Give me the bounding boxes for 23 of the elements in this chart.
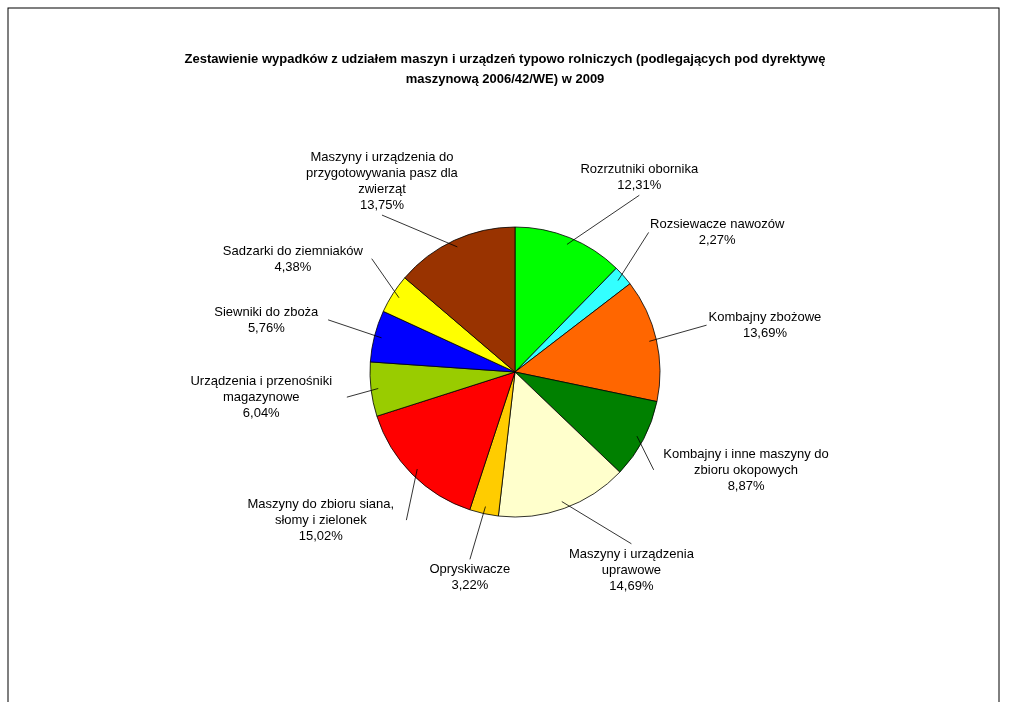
slice-label: Kombajny i inne maszyny do zbioru okopowych bbox=[663, 445, 829, 477]
data-label: 8,87% bbox=[727, 477, 765, 493]
data-label: 13,75% bbox=[359, 197, 405, 213]
slice-label: Rozsiewacze nawozów bbox=[650, 216, 786, 232]
data-label: 2,27% bbox=[698, 232, 737, 248]
data-label: 4,38% bbox=[274, 258, 312, 274]
data-label: 14,69% bbox=[609, 577, 654, 593]
slice-label: Rozrzutniki obornika bbox=[580, 161, 699, 177]
slice-label: Kombajny zbożowe bbox=[708, 309, 822, 325]
data-label: 5,76% bbox=[247, 319, 286, 335]
slice-label: Opryskiwacze bbox=[429, 561, 511, 577]
slice-label: Maszyny i urządzenia uprawowe bbox=[568, 545, 695, 577]
data-label: 13,69% bbox=[742, 325, 788, 341]
slice-label: Siewniki do zboża bbox=[214, 303, 320, 319]
slice-label: Maszyny i urządzenia do przygotowywania pasz dla zwierząt bbox=[306, 149, 459, 197]
data-label: 6,04% bbox=[242, 405, 281, 421]
slice-label: Maszyny do zbioru siana, słomy i zielonek bbox=[247, 496, 395, 528]
slice-label: Sadzarki do ziemniaków bbox=[222, 242, 364, 258]
chart-title: Zestawienie wypadków z udziałem maszyn i urządzeń typowo rolniczych (podlegających pod dyrektywę maszynową 2006/42/WE) w 2009 bbox=[184, 51, 826, 86]
data-label: 15,02% bbox=[298, 528, 344, 544]
data-label: 3,22% bbox=[451, 577, 489, 593]
data-label: 12,31% bbox=[617, 177, 662, 193]
slice-label: Urządzenia i przenośniki magazynowe bbox=[190, 373, 333, 405]
